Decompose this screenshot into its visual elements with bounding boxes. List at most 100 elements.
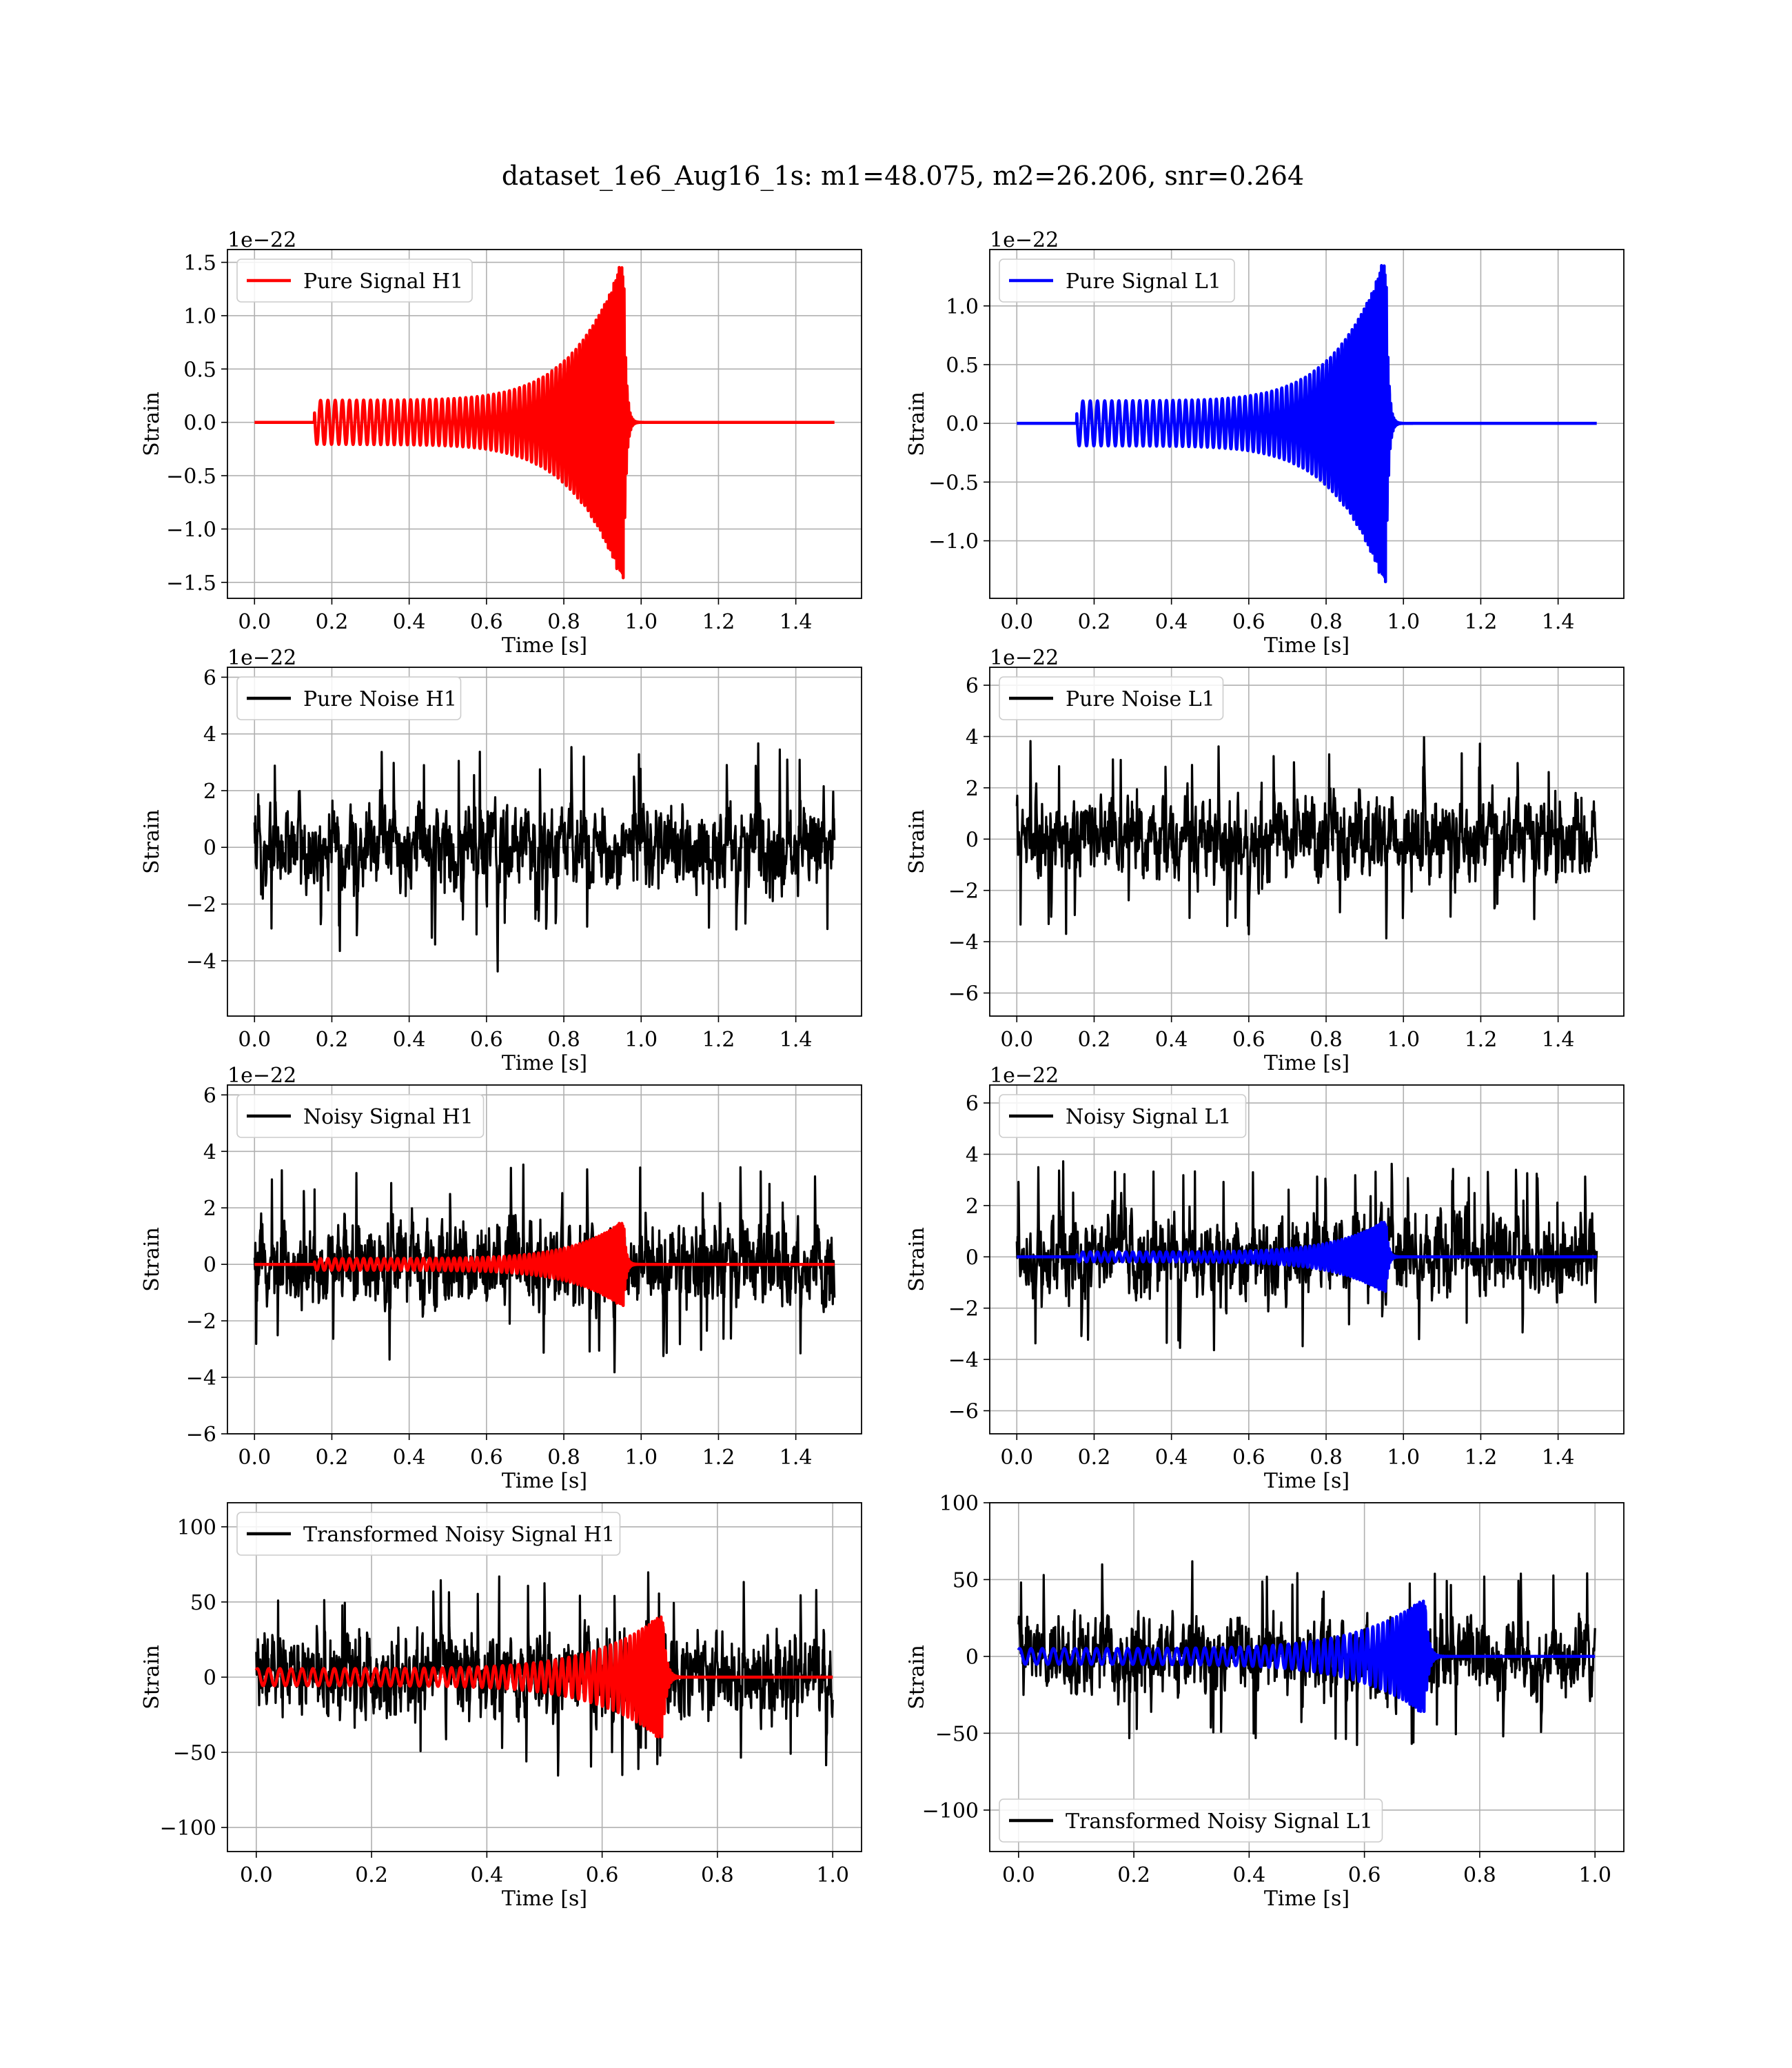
y-tick-label: 4 — [966, 1143, 979, 1167]
x-tick-label: 1.0 — [1387, 610, 1420, 634]
x-tick-label: 0.8 — [547, 610, 580, 634]
y-axis-label: Strain — [140, 809, 164, 874]
y-axis-label: Strain — [140, 1645, 164, 1710]
x-tick-label: 1.4 — [1542, 1446, 1575, 1470]
legend: Pure Noise H1 — [236, 676, 462, 720]
series-line-overlay-1 — [1017, 1599, 1597, 1714]
axis-offset-text: 1e−22 — [990, 646, 1059, 670]
y-tick-label: 0 — [966, 828, 979, 852]
y-tick-label: −1.0 — [928, 530, 979, 554]
x-tick-label: 0.8 — [547, 1028, 580, 1052]
axis-offset-text: 1e−22 — [990, 228, 1059, 252]
legend-box — [999, 258, 1235, 303]
y-tick-label: 0 — [966, 1645, 979, 1670]
x-tick-label: 1.4 — [780, 1446, 813, 1470]
legend: Pure Signal L1 — [999, 258, 1235, 303]
legend-label: Noisy Signal H1 — [303, 1105, 474, 1129]
y-tick-label: 2 — [966, 1195, 979, 1219]
x-tick-label: 0.6 — [1232, 610, 1265, 634]
y-tick-label: −6 — [186, 1423, 216, 1447]
y-tick-label: −2 — [948, 1297, 979, 1321]
axis-offset-text: 1e−22 — [227, 1064, 296, 1088]
x-tick-label: 0.6 — [470, 610, 503, 634]
x-tick-label: 0.4 — [393, 610, 426, 634]
x-tick-label: 0.4 — [1155, 1028, 1188, 1052]
y-tick-label: 4 — [203, 723, 216, 747]
axis-offset-text: 1e−22 — [227, 228, 296, 252]
x-tick-label: 1.2 — [1465, 1028, 1498, 1052]
plot-area — [253, 265, 836, 580]
y-tick-label: 4 — [966, 725, 979, 749]
y-tick-label: −1.5 — [166, 571, 216, 596]
y-tick-label: −100 — [922, 1799, 979, 1823]
plot-area — [254, 1571, 835, 1777]
y-tick-label: −2 — [948, 880, 979, 904]
plot-area — [253, 742, 836, 973]
x-tick-label: 0.4 — [1233, 1863, 1266, 1887]
subplot-noisy-signal-h1: 0.0 0.2 0.4 0.6 0.8 1.0 1.2 1.4 −6 −4 −2 0 2 4 6 Time [… — [140, 1064, 862, 1493]
y-tick-label: 100 — [939, 1492, 979, 1516]
axes-frame — [989, 667, 1625, 1017]
y-axis-label: Strain — [140, 1227, 164, 1292]
subplot-noisy-signal-l1: 0.0 0.2 0.4 0.6 0.8 1.0 1.2 1.4 −6 −4 −2 0 2 4 6 Time [… — [905, 1064, 1625, 1493]
x-tick-label: 0.0 — [238, 1446, 271, 1470]
x-tick-label: 0.2 — [355, 1863, 388, 1887]
series-line-overlay-1 — [253, 1221, 836, 1308]
plot-area — [1015, 1160, 1598, 1352]
x-tick-label: 0.2 — [1078, 1446, 1111, 1470]
legend-box — [999, 1094, 1247, 1138]
y-tick-label: 1.0 — [183, 305, 216, 329]
subplot-grid: 0.0 0.2 0.4 0.6 0.8 1.0 1.2 1.4−1.5−1.0−0.50.00… — [140, 228, 1625, 1911]
x-tick-label: 1.0 — [1578, 1863, 1611, 1887]
legend-label: Pure Noise L1 — [1066, 687, 1215, 711]
legend-box — [999, 676, 1224, 720]
legend: Transformed Noisy Signal H1 — [236, 1512, 621, 1556]
subplot-transformed-noisy-signal-l1: 0.0 0.2 0.4 0.6 0.8 1.0 −100 −50 0 50 100 Time [s] S… — [905, 1492, 1625, 1911]
legend-box — [236, 676, 462, 720]
x-tick-label: 0.0 — [1000, 610, 1033, 634]
legend: Noisy Signal L1 — [999, 1094, 1247, 1138]
figure-title: dataset_1e6_Aug16_1s: m1=48.075, m2=26.2… — [502, 161, 1304, 192]
x-tick-label: 1.4 — [1542, 610, 1575, 634]
x-tick-label: 1.2 — [702, 610, 735, 634]
plot-area — [1015, 264, 1598, 584]
legend-box — [236, 1094, 485, 1138]
axis-offset-text: 1e−22 — [990, 1064, 1059, 1088]
x-axis-label: Time [s] — [502, 633, 587, 658]
legend-label: Transformed Noisy Signal H1 — [303, 1523, 615, 1547]
y-axis-label: Strain — [905, 809, 929, 874]
x-tick-label: 1.4 — [1542, 1028, 1575, 1052]
y-tick-label: 50 — [953, 1568, 979, 1592]
x-axis-label: Time [s] — [502, 1051, 587, 1075]
y-tick-label: 0 — [203, 836, 216, 860]
y-tick-label: −4 — [948, 931, 979, 955]
subplot-pure-noise-l1: 0.0 0.2 0.4 0.6 0.8 1.0 1.2 1.4 −6 −4 −2 0 2 4 6 Time [… — [905, 646, 1625, 1075]
y-axis-label: Strain — [905, 392, 929, 456]
x-tick-label: 1.0 — [1387, 1028, 1420, 1052]
x-tick-label: 0.6 — [1232, 1446, 1265, 1470]
x-tick-label: 1.4 — [780, 1028, 813, 1052]
y-tick-label: −6 — [948, 982, 979, 1006]
y-tick-label: 2 — [203, 780, 216, 804]
axes-frame — [989, 249, 1625, 599]
x-tick-label: 0.0 — [238, 1028, 271, 1052]
x-axis-label: Time [s] — [1264, 633, 1350, 658]
y-tick-label: 6 — [203, 1084, 216, 1108]
plot-area — [1015, 736, 1598, 940]
legend: Pure Noise L1 — [999, 676, 1224, 720]
legend-label: Pure Noise H1 — [303, 687, 457, 711]
x-tick-label: 0.2 — [316, 1446, 349, 1470]
axes-frame — [227, 667, 862, 1017]
series-line-overlay-1 — [1015, 1221, 1598, 1293]
axes-frame — [989, 1084, 1625, 1435]
y-tick-label: −6 — [948, 1400, 979, 1424]
x-tick-label: 0.0 — [1002, 1863, 1035, 1887]
y-tick-label: 50 — [190, 1591, 216, 1615]
y-tick-label: 0.0 — [946, 412, 979, 436]
y-tick-label: 0 — [203, 1666, 216, 1690]
y-tick-label: 2 — [966, 777, 979, 801]
legend-label: Pure Signal L1 — [1066, 270, 1221, 294]
x-tick-label: 0.2 — [316, 1028, 349, 1052]
x-tick-label: 1.2 — [702, 1028, 735, 1052]
